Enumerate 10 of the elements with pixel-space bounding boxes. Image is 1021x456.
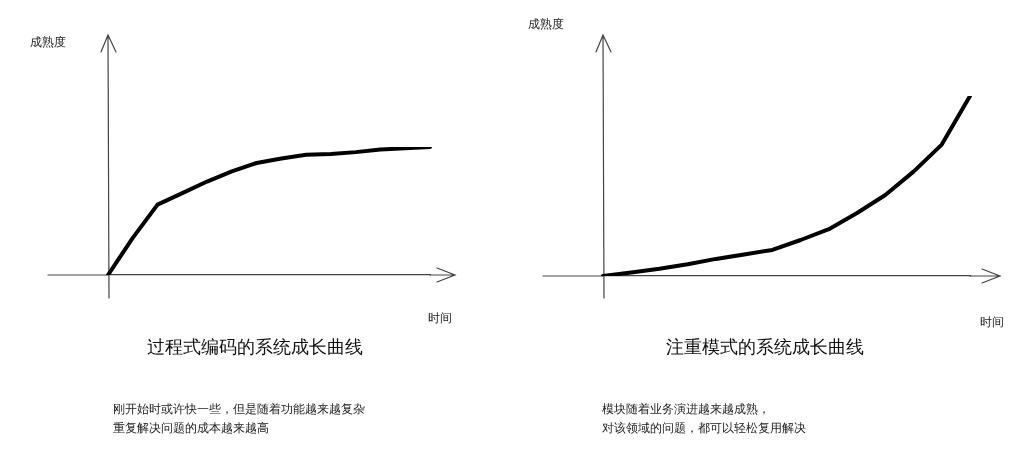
text: 重复解决问题的成本越来越高 (113, 420, 269, 437)
x-axis-title: 时间 (428, 310, 452, 327)
text: 注重模式的系统成长曲线 (665, 335, 865, 359)
text: 刚开始时或许快一些，但是随着功能越来越复杂 (113, 401, 365, 418)
text: 过程式编码的系统成长曲线 (146, 335, 364, 359)
text: 对该领域的问题，都可以轻松复用解决 (602, 420, 806, 437)
text: 模块随着业务演进越来越成熟， (602, 401, 770, 418)
y-axis-title: 成熟度 (30, 34, 66, 51)
y-axis-title: 成熟度 (528, 16, 564, 33)
x-axis-title: 时间 (980, 314, 1004, 331)
